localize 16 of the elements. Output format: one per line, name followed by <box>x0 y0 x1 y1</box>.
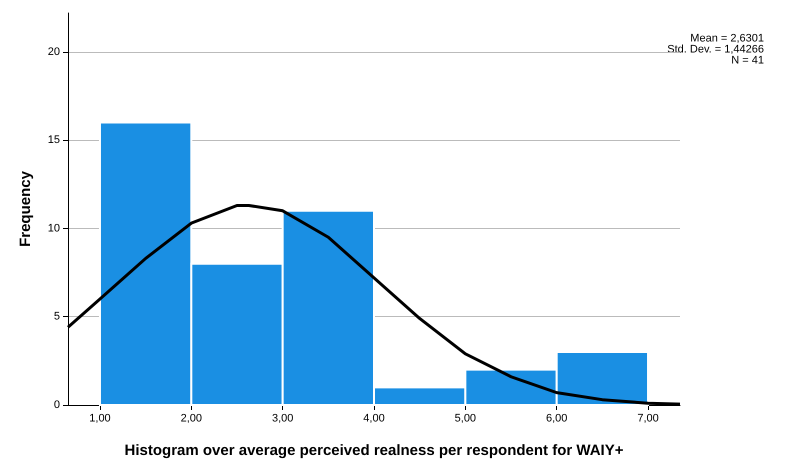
text: Mean = 2,6301 <box>690 32 764 44</box>
x-tick-label: 4,00 <box>363 412 385 424</box>
x-axis-title: Histogram over average perceived realness per respondent for WAIY+ <box>124 442 624 459</box>
y-axis-title: Frequency <box>17 170 34 247</box>
y-tick-label: 10 <box>48 222 60 234</box>
y-tick-label: 20 <box>48 46 60 58</box>
x-tick-label: 7,00 <box>637 412 659 424</box>
x-tick-label: 6,00 <box>546 412 568 424</box>
y-tick-label: 5 <box>54 310 60 323</box>
x-tick-label: 5,00 <box>454 412 476 424</box>
y-tick-label: 0 <box>54 399 60 411</box>
y-tick-label: 15 <box>48 134 60 146</box>
text: N = 41 <box>731 54 764 66</box>
x-tick-label: 1,00 <box>89 412 111 424</box>
x-tick-label: 3,00 <box>272 412 294 424</box>
x-tick-label: 2,00 <box>180 412 202 424</box>
